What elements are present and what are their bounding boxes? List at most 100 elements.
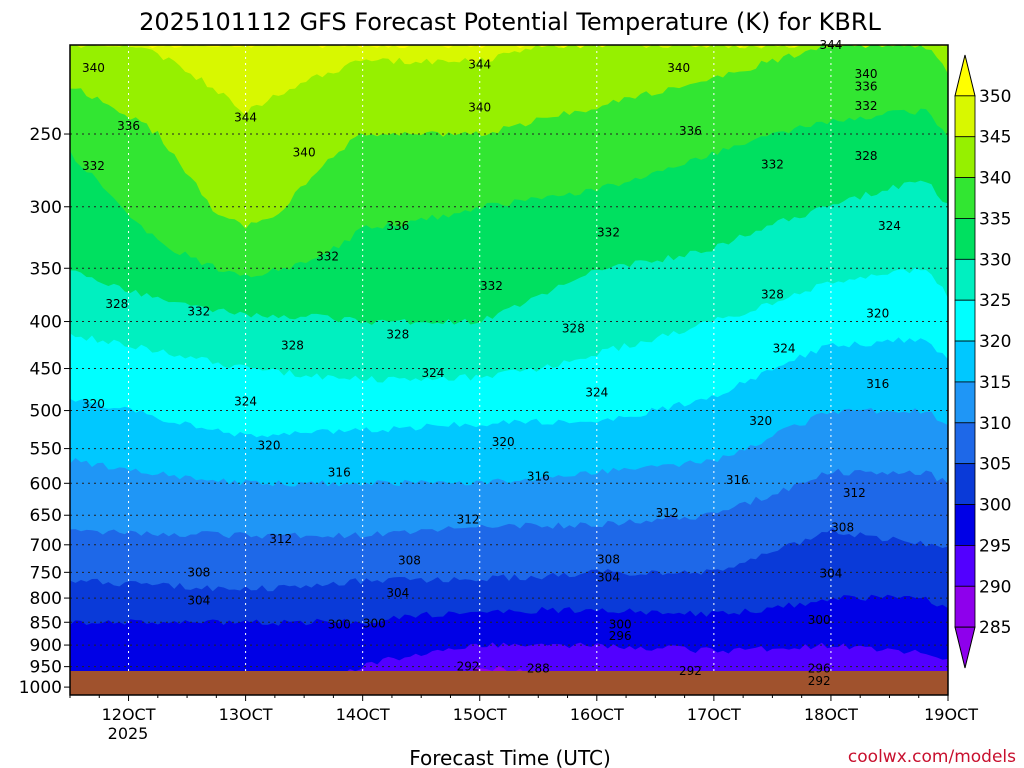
x-tick-label: 15OCT — [453, 705, 507, 724]
x-axis-sublabel: 2025 — [108, 724, 149, 743]
contour-label: 328 — [562, 321, 585, 335]
colorbar-label: 295 — [979, 536, 1011, 556]
contour-label: 332 — [597, 226, 620, 240]
colorbar-label: 345 — [979, 128, 1011, 148]
contour-label: 332 — [316, 250, 339, 264]
y-tick-label: 1000 — [19, 678, 62, 698]
colorbar-label: 305 — [979, 455, 1011, 475]
contour-label: 316 — [866, 377, 889, 391]
colorbar-swatch — [954, 54, 976, 97]
contour-label: 332 — [82, 159, 105, 173]
y-tick-label: 300 — [30, 198, 62, 218]
contour-label: 308 — [831, 520, 854, 534]
colorbar-swatch — [954, 545, 976, 587]
contour-label: 316 — [726, 473, 749, 487]
contour-label: 340 — [293, 146, 316, 160]
contour-label: 320 — [749, 414, 772, 428]
x-tick-label: 19OCT — [924, 705, 978, 724]
colorbar-swatch — [954, 218, 976, 260]
colorbar-label: 290 — [979, 577, 1011, 597]
contour-label: 312 — [269, 532, 292, 546]
colorbar-label: 335 — [979, 209, 1011, 229]
contour-label: 304 — [386, 586, 409, 600]
x-tick-label: 13OCT — [219, 705, 273, 724]
y-tick-label: 800 — [30, 589, 62, 609]
contour-label: 308 — [187, 565, 210, 579]
contour-label: 340 — [82, 61, 105, 75]
contour-label: 332 — [480, 279, 503, 293]
x-tick-label: 14OCT — [336, 705, 390, 724]
contour-label: 344 — [234, 111, 257, 125]
colorbar-swatch — [954, 177, 976, 219]
y-axis: 250 300 350 400 450 500 550 600 650 700 750 800 850 9… — [19, 125, 70, 698]
contour-label: 320 — [492, 435, 515, 449]
colorbar-label: 330 — [979, 250, 1011, 270]
contour-label: 304 — [819, 566, 842, 580]
contour-label: 336 — [386, 219, 409, 233]
plot-area — [70, 45, 948, 695]
contour-label: 300 — [363, 617, 386, 631]
contour-label: 320 — [82, 397, 105, 411]
contour-label: 324 — [585, 386, 608, 400]
contour-label: 296 — [808, 662, 831, 676]
colorbar-legend: 350 345 340 335 330 325 320 315 310 305 300 295 290 2… — [954, 54, 1011, 669]
contour-label: 332 — [187, 304, 210, 318]
contour-label: 300 — [609, 618, 632, 632]
y-tick-label: 950 — [30, 658, 62, 678]
y-tick-label: 350 — [30, 259, 62, 279]
contour-label: 340 — [667, 61, 690, 75]
contour-label: 336 — [679, 124, 702, 138]
contour-label: 324 — [234, 395, 257, 409]
colorbar-label: 310 — [979, 414, 1011, 434]
x-tick-label: 12OCT — [102, 705, 156, 724]
x-tick-label: 16OCT — [570, 705, 624, 724]
contour-labels: 340 344 3403443403363323363443403403363323… — [82, 38, 901, 688]
ground-surface — [70, 671, 948, 695]
colorbar-label: 340 — [979, 169, 1011, 189]
y-tick-label: 650 — [30, 506, 62, 526]
contour-label: 292 — [457, 660, 480, 674]
contour-label: 332 — [855, 99, 878, 113]
contour-label: 316 — [328, 466, 351, 480]
contour-label: 328 — [855, 149, 878, 163]
colorbar-swatch — [954, 422, 976, 465]
colorbar-label: 300 — [979, 496, 1011, 516]
contour-label: 304 — [597, 571, 620, 585]
contour-label: 328 — [281, 339, 304, 353]
contour-label: 332 — [761, 158, 784, 172]
y-tick-label: 250 — [30, 125, 62, 145]
contour-label: 324 — [421, 366, 444, 380]
grid-lines — [70, 45, 948, 695]
contour-label: 340 — [855, 67, 878, 81]
contour-label: 312 — [457, 513, 480, 527]
x-tick-label: 17OCT — [687, 705, 741, 724]
x-axis-label: Forecast Time (UTC) — [409, 746, 611, 768]
contour-label: 300 — [328, 618, 351, 632]
contour-label: 304 — [187, 594, 210, 608]
colorbar-label: 285 — [979, 618, 1011, 638]
colorbar-swatch — [954, 504, 976, 546]
contour-label: 316 — [527, 470, 550, 484]
contour-label: 336 — [117, 119, 140, 133]
contour-label: 324 — [773, 342, 796, 356]
y-tick-label: 700 — [30, 536, 62, 556]
contour-label: 292 — [808, 674, 831, 688]
colorbar-label: 320 — [979, 332, 1011, 352]
x-tick-label: 18OCT — [804, 705, 858, 724]
colorbar-label: 315 — [979, 373, 1011, 393]
contour-label: 308 — [398, 553, 421, 567]
contour-label: 288 — [527, 662, 550, 676]
contour-label: 320 — [258, 439, 281, 453]
contour-label: 336 — [855, 80, 878, 94]
colorbar-swatch — [954, 463, 976, 505]
contour-label: 320 — [866, 306, 889, 320]
colorbar-swatch — [954, 299, 976, 342]
y-tick-label: 750 — [30, 563, 62, 583]
contour-label: 328 — [761, 288, 784, 302]
contour-label: 340 — [468, 101, 491, 115]
colorbar-swatch — [954, 258, 976, 301]
contour-label: 324 — [878, 219, 901, 233]
y-tick-label: 600 — [30, 474, 62, 494]
contour-label: 308 — [597, 552, 620, 566]
